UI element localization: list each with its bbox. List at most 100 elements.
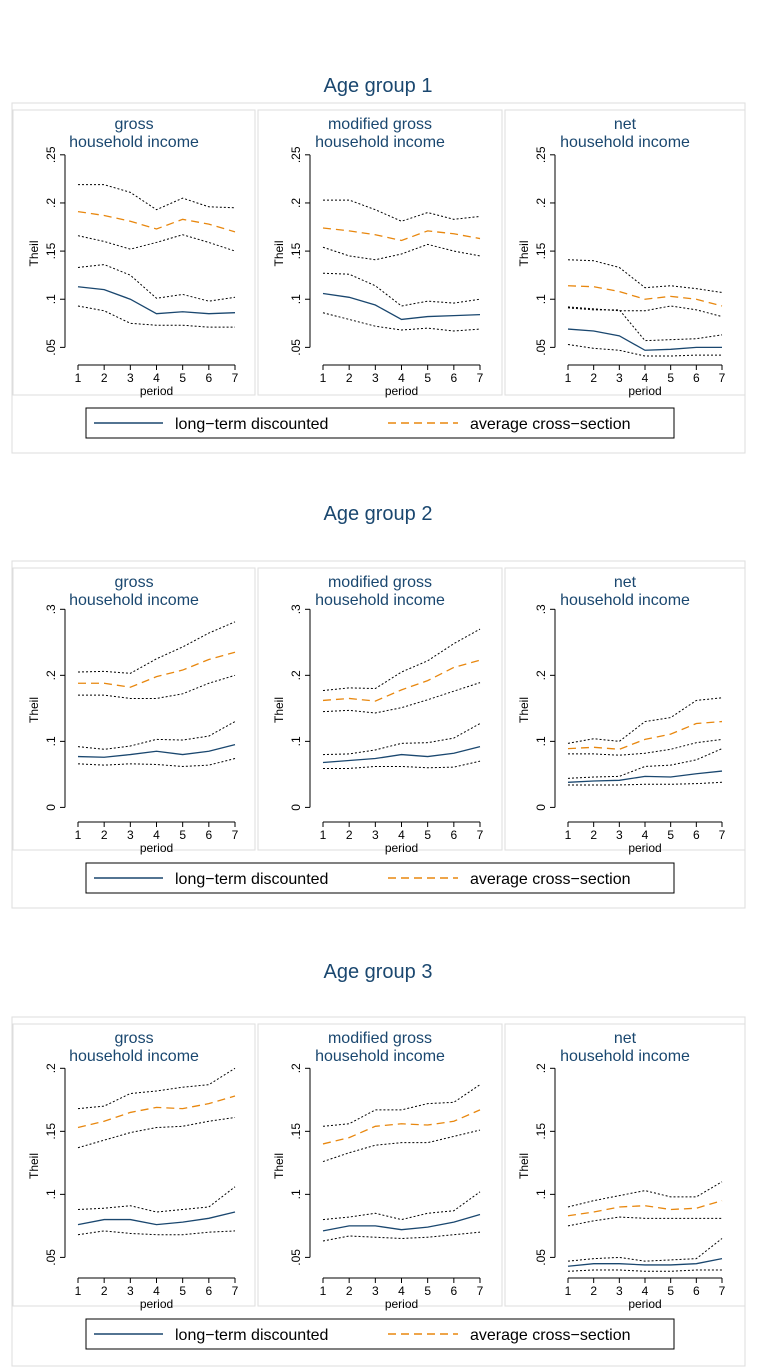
series-line-cross-section <box>567 1200 723 1217</box>
series-line-cross-section <box>322 659 481 702</box>
x-tick-label: 7 <box>232 371 239 385</box>
y-tick-label: .1 <box>534 1189 548 1199</box>
panel-title-line: household income <box>560 592 690 609</box>
x-tick-label: 6 <box>693 371 700 385</box>
legend-label-long-term: long−term discounted <box>175 416 328 433</box>
y-axis-label: Theil <box>517 240 531 266</box>
y-tick-label: .15 <box>44 1123 58 1140</box>
confidence-band-line <box>567 259 723 293</box>
figure-box <box>11 102 746 454</box>
x-axis-label: period <box>385 384 418 398</box>
confidence-band-line <box>322 1129 481 1163</box>
y-tick-label: .1 <box>534 736 548 746</box>
panel-title-line: net <box>614 574 637 591</box>
y-tick-label: .2 <box>44 670 58 680</box>
x-tick-label: 5 <box>424 828 431 842</box>
series-line-cross-section <box>77 1095 236 1129</box>
confidence-band-line <box>322 1231 481 1242</box>
x-axis-label: period <box>385 841 418 855</box>
y-tick-label: .15 <box>534 242 548 259</box>
x-tick-label: 4 <box>153 828 160 842</box>
legend-label-cross-section: average cross−section <box>470 1327 631 1344</box>
x-tick-label: 7 <box>232 1284 239 1298</box>
x-tick-label: 1 <box>565 828 572 842</box>
x-tick-label: 7 <box>477 371 484 385</box>
x-tick-label: 3 <box>616 371 623 385</box>
y-tick-label: .2 <box>534 670 548 680</box>
confidence-band-line <box>77 621 236 674</box>
panel-border <box>12 1023 256 1307</box>
panel-title-line: modified gross <box>328 574 432 591</box>
panel-border <box>504 567 746 851</box>
panel-title-line: net <box>614 116 637 133</box>
panel-title-line: gross <box>114 1030 153 1047</box>
series-line-long-term <box>567 328 722 351</box>
x-tick-label: 4 <box>642 1284 649 1298</box>
y-axis-label: Theil <box>272 697 286 723</box>
y-tick-label: 0 <box>289 804 303 811</box>
panel-border <box>12 109 256 396</box>
y-tick-label: .2 <box>534 198 548 208</box>
confidence-band-line <box>322 682 481 714</box>
panel-title-line: household income <box>69 134 199 151</box>
x-tick-label: 1 <box>75 828 82 842</box>
y-tick-label: .05 <box>289 339 303 356</box>
series-line-long-term <box>77 1211 236 1226</box>
y-tick-label: 0 <box>534 804 548 811</box>
x-tick-label: 4 <box>642 828 649 842</box>
y-tick-label: .15 <box>534 1123 548 1140</box>
series-line-cross-section <box>322 1109 481 1145</box>
panel-title-line: household income <box>315 592 445 609</box>
x-tick-label: 7 <box>232 828 239 842</box>
confidence-band-line <box>77 264 236 302</box>
x-tick-label: 4 <box>153 371 160 385</box>
x-tick-label: 1 <box>75 1284 82 1298</box>
y-tick-label: .3 <box>44 604 58 614</box>
series-line-cross-section <box>77 210 236 233</box>
x-tick-label: 5 <box>179 1284 186 1298</box>
x-tick-label: 3 <box>127 1284 134 1298</box>
x-tick-label: 4 <box>642 371 649 385</box>
x-axis-label: period <box>140 841 173 855</box>
x-tick-label: 3 <box>372 1284 379 1298</box>
x-tick-label: 3 <box>372 371 379 385</box>
y-tick-label: .05 <box>534 1249 548 1266</box>
x-tick-label: 1 <box>75 371 82 385</box>
confidence-band-line <box>567 307 723 342</box>
chart-title: Age group 2 <box>324 503 433 525</box>
confidence-band-line <box>567 305 723 318</box>
figure-box <box>11 560 746 909</box>
y-axis-label: Theil <box>27 1153 41 1179</box>
y-tick-label: .3 <box>534 604 548 614</box>
x-tick-label: 2 <box>346 1284 353 1298</box>
x-axis-label: period <box>628 841 661 855</box>
confidence-band-line <box>567 1238 723 1262</box>
confidence-band-line <box>567 343 722 357</box>
y-tick-label: .1 <box>289 294 303 304</box>
y-tick-label: .1 <box>289 1189 303 1199</box>
confidence-band-line <box>322 243 481 261</box>
series-line-cross-section <box>567 285 723 307</box>
legend: long−term discounted average cross−sectio… <box>85 1318 675 1350</box>
confidence-band-line <box>77 1116 236 1149</box>
x-axis-label: period <box>628 384 661 398</box>
legend-box <box>85 862 675 894</box>
x-tick-label: 5 <box>667 1284 674 1298</box>
series-line-long-term <box>322 746 481 764</box>
x-tick-label: 6 <box>450 371 457 385</box>
y-tick-label: .1 <box>44 1189 58 1199</box>
y-tick-label: .15 <box>44 242 58 259</box>
confidence-band-line <box>78 674 236 699</box>
y-tick-label: .2 <box>289 1063 303 1073</box>
x-tick-label: 2 <box>346 828 353 842</box>
confidence-band-line <box>567 1216 722 1227</box>
x-tick-label: 7 <box>719 828 726 842</box>
panel-title-line: modified gross <box>328 1030 432 1047</box>
panel-title-line: household income <box>315 134 445 151</box>
y-tick-label: .05 <box>44 339 58 356</box>
series-line-long-term <box>77 744 236 758</box>
